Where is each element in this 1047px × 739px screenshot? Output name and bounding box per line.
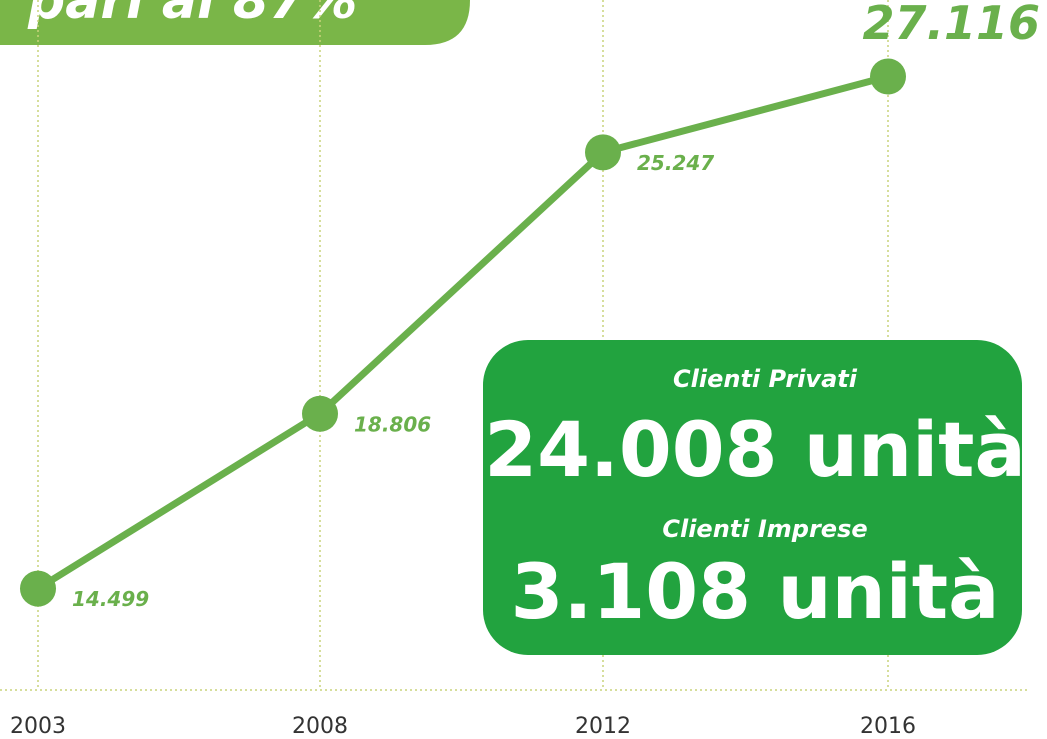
line: [36, 73, 889, 592]
value-label: 27.116: [862, 0, 1040, 50]
box-value: 3.108 unità: [511, 547, 1000, 636]
value-label: 18.806: [354, 412, 431, 436]
point: [585, 134, 621, 171]
box-label: Clienti Privati: [673, 365, 858, 393]
x-tick-label: 2012: [575, 714, 631, 739]
headline-banner: [0, 0, 470, 45]
x-tick-label: 2003: [10, 714, 66, 739]
box-label: Clienti Imprese: [662, 515, 867, 543]
marks: [20, 58, 906, 607]
headline: pari al 87%: [27, 0, 357, 31]
x-tick-label: 2016: [860, 714, 916, 739]
x-tick-label: 2008: [292, 714, 348, 739]
summary-box: [483, 340, 1022, 655]
point: [870, 58, 906, 95]
value-label: 25.247: [637, 151, 714, 175]
point: [302, 395, 338, 432]
value-label: 14.499: [72, 587, 149, 611]
point: [20, 570, 56, 607]
box-value: 24.008 unità: [484, 405, 1026, 494]
